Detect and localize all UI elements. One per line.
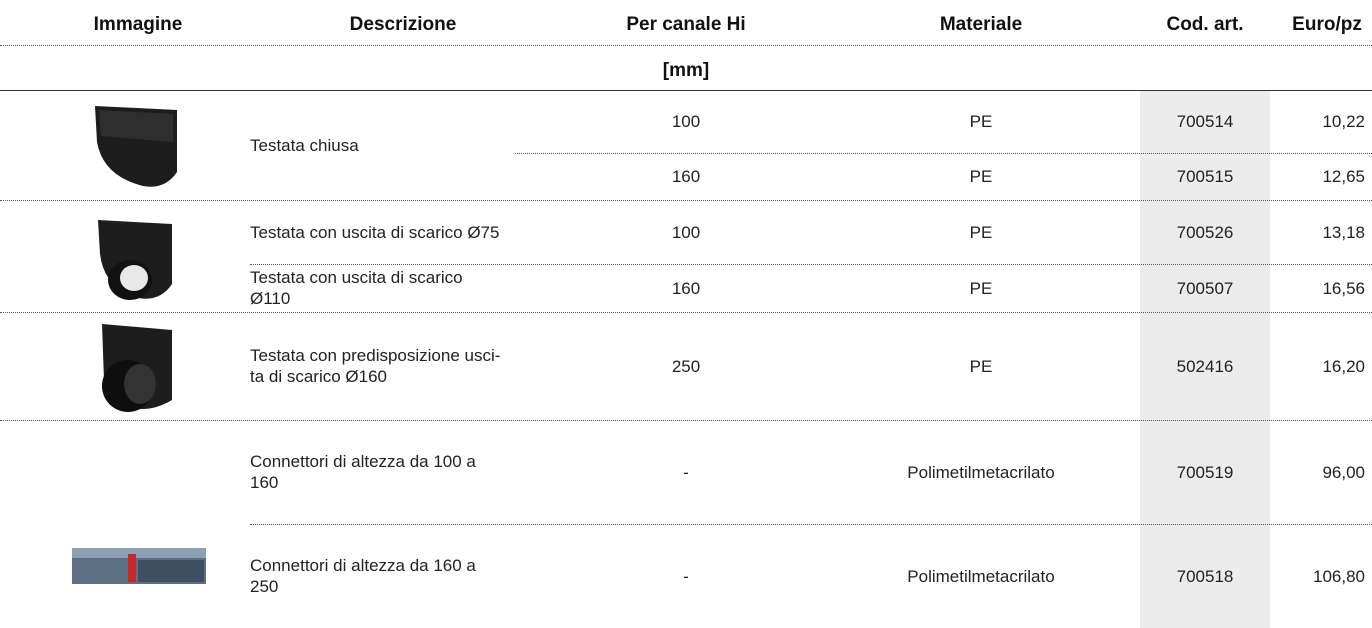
price: 12,65: [1322, 167, 1365, 186]
article-code: 700518: [1176, 566, 1234, 586]
product-image: [98, 220, 172, 300]
price: 13,18: [1322, 222, 1365, 242]
description: Connettori di altezza da 160 a 250: [250, 556, 476, 596]
channel-height: 100: [671, 222, 701, 242]
product-image: [95, 106, 177, 187]
header-cell: Descrizione: [349, 14, 457, 35]
header-cell: Cod. art.: [1166, 14, 1244, 35]
price: 16,56: [1322, 278, 1365, 298]
channel-height: 160: [671, 278, 701, 298]
header-cell: Materiale: [939, 14, 1023, 35]
description: Testata con uscita di scarico Ø75: [250, 222, 500, 242]
article-code: 700515: [1176, 167, 1234, 186]
header-cell: Immagine: [93, 14, 183, 35]
code-column-background: [1140, 91, 1270, 628]
channel-height: 250: [671, 356, 701, 376]
price: 16,20: [1322, 356, 1365, 376]
product-image: [72, 548, 206, 584]
header-cell: Euro/pz: [1292, 14, 1362, 35]
divider: [0, 420, 1372, 421]
article-code: 700514: [1176, 112, 1234, 131]
material: PE: [969, 356, 993, 376]
channel-height: -: [683, 462, 689, 482]
divider: [250, 264, 1372, 265]
material: Polimetilmetacrilato: [907, 462, 1055, 482]
divider: [0, 312, 1372, 313]
material: PE: [969, 278, 993, 298]
channel-height: 160: [671, 167, 701, 186]
price: 10,22: [1322, 112, 1365, 131]
header-unit: [mm]: [662, 60, 710, 81]
channel-height: -: [683, 566, 689, 586]
divider: [0, 45, 1372, 46]
article-code: 700526: [1176, 222, 1234, 242]
header-cell: Per canale Hi: [626, 14, 746, 35]
material: PE: [969, 112, 993, 131]
divider: [0, 90, 1372, 91]
divider: [0, 200, 1372, 201]
material: Polimetilmetacrilato: [907, 566, 1055, 586]
price: 106,80: [1313, 566, 1365, 586]
description: Connettori di altezza da 100 a 160: [250, 452, 476, 492]
description: Testata con predisposizione usci- ta di …: [250, 346, 501, 386]
divider: [250, 524, 1372, 525]
material: PE: [969, 167, 993, 186]
material: PE: [969, 222, 993, 242]
product-image: [102, 324, 172, 412]
article-code: 502416: [1176, 356, 1234, 376]
article-code: 700507: [1176, 278, 1234, 298]
channel-height: 100: [671, 112, 701, 131]
divider: [515, 153, 1372, 154]
description: Testata chiusa: [250, 135, 359, 155]
price: 96,00: [1322, 462, 1365, 482]
article-code: 700519: [1176, 462, 1234, 482]
description: Testata con uscita di scarico Ø110: [250, 268, 463, 308]
